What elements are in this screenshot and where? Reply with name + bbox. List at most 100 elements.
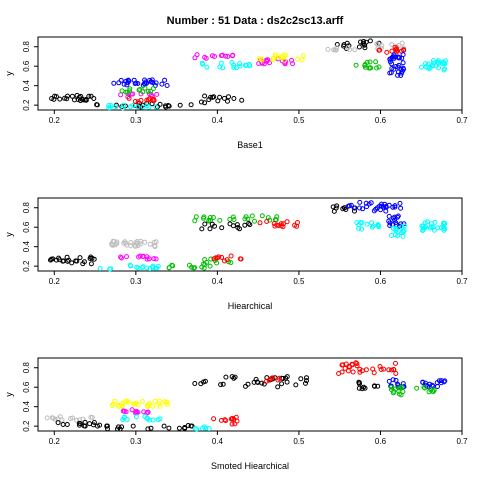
- data-point: [209, 221, 215, 227]
- data-point: [429, 221, 434, 227]
- data-point: [274, 214, 280, 220]
- data-point: [247, 222, 253, 228]
- data-point: [386, 213, 392, 219]
- data-point: [51, 96, 57, 102]
- data-point: [393, 377, 399, 383]
- data-point: [280, 221, 286, 227]
- data-point: [120, 105, 126, 111]
- data-point: [353, 62, 359, 68]
- data-point: [139, 398, 145, 404]
- data-point: [123, 240, 129, 246]
- data-point: [127, 262, 133, 268]
- data-point: [60, 422, 66, 427]
- data-point: [352, 47, 358, 53]
- data-point: [372, 383, 378, 389]
- data-point: [247, 63, 253, 69]
- data-point: [342, 365, 348, 371]
- data-point: [140, 264, 146, 270]
- data-point: [147, 266, 153, 272]
- data-point: [390, 54, 396, 60]
- data-point: [257, 220, 263, 226]
- x-tick-label: 0.6: [375, 277, 387, 286]
- data-point: [120, 408, 126, 414]
- data-point: [354, 361, 360, 366]
- data-point: [203, 425, 209, 431]
- data-point: [199, 226, 205, 232]
- data-point: [334, 45, 339, 51]
- data-point: [148, 88, 154, 94]
- data-point: [430, 58, 436, 63]
- data-point: [356, 44, 362, 50]
- y-tick-label: 0.4: [22, 241, 31, 253]
- data-point: [230, 52, 236, 58]
- data-point: [147, 96, 152, 102]
- data-point: [49, 96, 55, 101]
- x-tick-label: 0.3: [130, 437, 142, 446]
- data-point: [373, 59, 379, 65]
- data-point: [278, 54, 284, 60]
- x-tick-label: 0.7: [456, 437, 468, 446]
- data-point: [124, 254, 129, 260]
- data-point: [289, 57, 295, 63]
- data-point: [383, 208, 389, 214]
- data-point: [192, 55, 198, 61]
- data-point: [119, 403, 125, 409]
- data-point: [204, 64, 210, 70]
- data-point: [77, 255, 83, 261]
- data-point: [55, 420, 61, 426]
- data-point: [265, 57, 271, 63]
- data-point: [182, 425, 188, 431]
- data-point: [132, 98, 138, 104]
- data-point: [364, 204, 370, 210]
- data-point: [111, 80, 117, 86]
- x-axis-title: Smoted Hiearchical: [211, 461, 289, 471]
- figure-title: Number : 51 Data : ds2c2sc13.arff: [167, 15, 344, 27]
- data-point: [420, 228, 426, 233]
- y-tick-label: 0.6: [22, 381, 31, 393]
- plot-frame: [37, 36, 463, 111]
- data-point: [115, 426, 120, 432]
- data-point: [263, 378, 269, 384]
- data-point: [107, 266, 113, 272]
- data-point: [97, 266, 103, 271]
- data-point: [362, 63, 368, 68]
- data-point: [298, 376, 304, 382]
- data-point: [202, 100, 208, 106]
- data-point: [370, 366, 376, 372]
- data-point: [442, 61, 448, 67]
- data-point: [428, 387, 434, 393]
- data-point: [345, 203, 351, 209]
- data-point: [162, 103, 168, 109]
- data-point: [124, 398, 130, 404]
- data-point: [117, 426, 123, 432]
- data-point: [153, 256, 159, 262]
- data-point: [350, 369, 356, 375]
- data-point: [224, 257, 230, 263]
- data-point: [423, 380, 428, 386]
- data-point: [94, 102, 100, 108]
- data-point: [164, 83, 170, 88]
- data-point: [374, 41, 380, 47]
- data-point: [128, 240, 134, 245]
- data-point: [68, 416, 74, 421]
- data-point: [359, 220, 365, 226]
- data-point: [389, 48, 395, 54]
- data-point: [221, 95, 227, 101]
- chart-panel-3: 0.2 0.3 0.4 0.5 0.6 0.7 0.2 0.4 0.6 0.8 Smoted Hie…: [4, 357, 468, 471]
- x-axis-title: Hiearchical: [228, 301, 273, 311]
- data-point: [281, 57, 287, 63]
- data-point: [126, 78, 132, 84]
- data-point: [390, 226, 396, 231]
- data-point: [145, 426, 151, 432]
- data-point: [148, 425, 154, 431]
- data-point: [44, 415, 50, 421]
- data-point: [138, 241, 143, 247]
- data-point: [389, 55, 395, 60]
- data-point: [379, 43, 385, 49]
- data-point: [275, 377, 281, 383]
- data-point: [275, 384, 281, 390]
- data-point: [169, 262, 175, 268]
- data-point: [399, 224, 405, 230]
- data-point: [119, 255, 124, 261]
- data-point: [116, 80, 122, 86]
